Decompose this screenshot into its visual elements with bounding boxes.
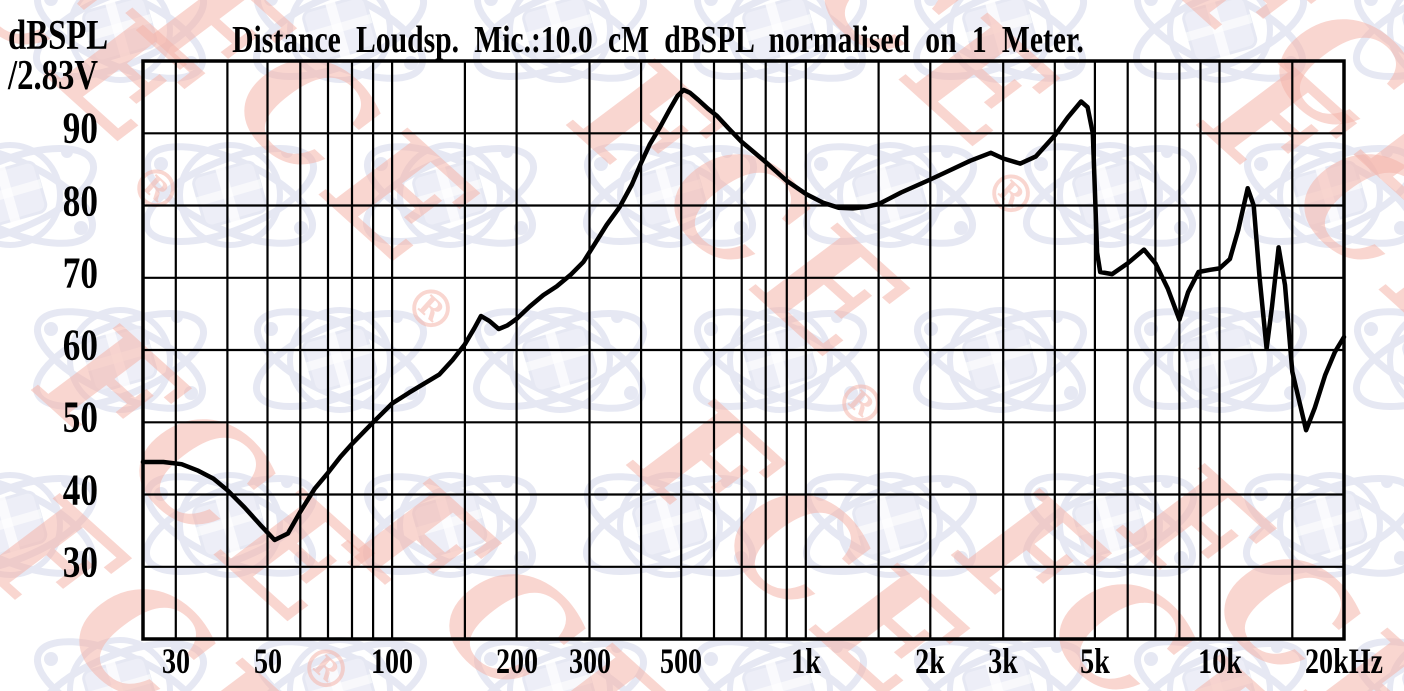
brand-watermark-globe-icon <box>0 120 105 275</box>
y-axis-unit-line2: /2.83V <box>8 53 99 99</box>
chart-title: Distance Loudsp. Mic.:10.0 cM dBSPL norm… <box>232 19 1084 61</box>
brand-watermark-globe-icon <box>795 450 985 605</box>
brand-watermark-globe-icon <box>0 450 105 605</box>
y-axis-unit-line1: dBSPL <box>8 13 109 59</box>
brand-watermark-globe-icon <box>1345 615 1404 691</box>
brand-watermark-globe-icon <box>1345 0 1404 110</box>
brand-watermark-globe-icon <box>575 120 765 275</box>
brand-watermark-globe-icon <box>685 615 875 691</box>
brand-watermark-globe-icon <box>465 615 655 691</box>
brand-watermark-globe-icon <box>905 615 1095 691</box>
y-axis-unit-label: dBSPL /2.83V <box>8 13 109 99</box>
brand-watermark-globe-icon <box>25 615 215 691</box>
brand-watermark-globe-icon <box>465 285 655 440</box>
plot-frame <box>141 59 1346 641</box>
brand-watermark-globe-icon <box>795 120 985 275</box>
brand-watermark-globe-icon <box>25 0 215 110</box>
response-curve <box>140 87 1347 543</box>
brand-watermark-globe-icon <box>25 285 215 440</box>
brand-watermark-globe-icon <box>575 450 765 605</box>
brand-watermark-globe-icon <box>1345 285 1404 440</box>
brand-watermark-globe-icon <box>245 615 435 691</box>
